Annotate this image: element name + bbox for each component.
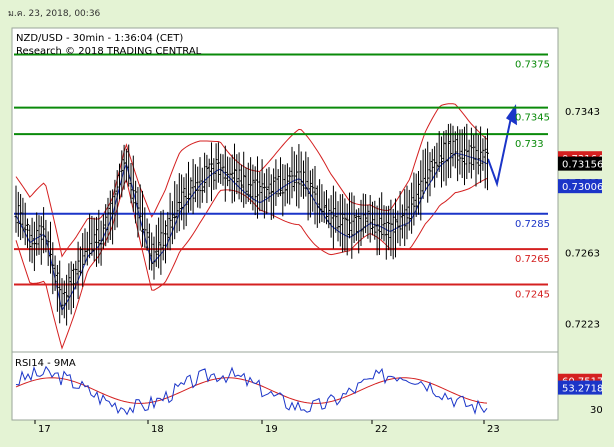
- price-tag-label: 0.73156: [562, 160, 603, 171]
- y-tick-label: 0.7263: [565, 249, 600, 260]
- timestamp: ม.ค. 23, 2018, 00:36: [8, 9, 101, 19]
- rsi-ma-line: [15, 377, 488, 404]
- price-tag-box: [558, 156, 602, 171]
- x-tick-label: 17: [38, 424, 51, 435]
- level-label: 0.733: [515, 139, 544, 150]
- level-label: 0.7345: [515, 113, 550, 124]
- chart-title: NZD/USD - 30min - 1:36:04 (CET): [16, 33, 183, 44]
- level-label: 0.7375: [515, 60, 550, 71]
- x-tick-label: 19: [265, 424, 278, 435]
- forecast-arrow-head: [506, 104, 517, 126]
- x-tick-label: 22: [375, 424, 388, 435]
- forecast-arrow-line: [487, 112, 513, 188]
- level-label: 0.7245: [515, 290, 550, 301]
- rsi-y-tick-label: 30: [590, 405, 603, 416]
- rsi-line: [15, 365, 488, 416]
- price-tag-label: 0.73006: [562, 182, 603, 193]
- price-tag-box: [558, 179, 602, 194]
- rsi-tag-label: 53.2718: [562, 384, 603, 395]
- y-tick-label: 0.7343: [565, 107, 600, 118]
- chart-subtitle: Research © 2018 TRADING CENTRAL: [16, 46, 202, 57]
- x-tick-label: 23: [487, 424, 500, 435]
- y-tick-label: 0.7223: [565, 319, 600, 330]
- level-label: 0.7265: [515, 254, 550, 265]
- x-tick-label: 18: [151, 424, 164, 435]
- rsi-title: RSI14 - 9MA: [15, 358, 76, 369]
- top-bar: ม.ค. 23, 2018, 00:36: [0, 0, 614, 22]
- level-label: 0.7285: [515, 219, 550, 230]
- rsi-tag-box: [558, 380, 602, 395]
